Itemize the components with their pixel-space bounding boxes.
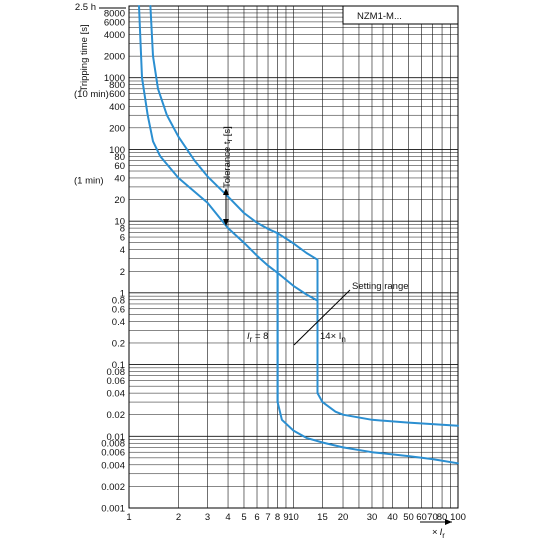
- x-tick-label: 100: [450, 512, 466, 523]
- x-tick-label: 5: [241, 512, 246, 523]
- tolerance-arrowhead-top: [223, 188, 229, 195]
- x-tick-label: 40: [387, 512, 398, 523]
- chart-title: NZM1-M...: [357, 11, 402, 22]
- y-tick-label: 0.02: [107, 410, 126, 421]
- x-tick-label: 50: [403, 512, 414, 523]
- x-tick-label: 2: [176, 512, 181, 523]
- y-tick-label: 0.2: [112, 338, 125, 349]
- y-tick-label: 10: [114, 217, 125, 228]
- x-tick-label: 20: [338, 512, 349, 523]
- y-tick-label: 200: [109, 123, 125, 134]
- y-tick-label: 800: [109, 80, 125, 91]
- y-tick-label: 0.01: [107, 432, 126, 443]
- y-tick-label: 0.004: [101, 460, 125, 471]
- y-side-label-1min: (1 min): [74, 175, 104, 186]
- y-tick-label: 8000: [104, 8, 125, 19]
- y-tick-label: 400: [109, 102, 125, 113]
- y-tick-label: 40: [114, 173, 125, 184]
- y-tick-label: 0.006: [101, 448, 125, 459]
- x-tick-label: 1: [126, 512, 131, 523]
- x-tick-label: 4: [225, 512, 230, 523]
- title-box: [342, 5, 459, 25]
- x-axis-label: × Ir: [432, 527, 445, 540]
- x-tick-label: 30: [367, 512, 378, 523]
- y-tick-label: 600: [109, 89, 125, 100]
- x-tick-label: 70: [427, 512, 438, 523]
- x-tick-label: 6: [254, 512, 259, 523]
- y-tick-label: 4: [120, 245, 125, 256]
- y-tick-label: 0.4: [112, 317, 125, 328]
- curves: [138, 5, 459, 465]
- y-tick-label: 6000: [104, 17, 125, 28]
- y-side-label-10min: (10 min): [74, 89, 109, 100]
- y-tick-label: 0.06: [107, 376, 126, 387]
- in-setting-label: 14× In: [320, 331, 346, 344]
- x-axis-arrowhead: [445, 519, 452, 525]
- y-tick-label: 0.002: [101, 482, 125, 493]
- trip-curve-3: [276, 232, 459, 465]
- y-tick-label: 2: [120, 267, 125, 278]
- y-top-label: 2.5 h: [75, 2, 96, 13]
- x-tick-label: 7: [265, 512, 270, 523]
- y-tick-label: 0.8: [112, 295, 125, 306]
- y-tick-label: 0.6: [112, 304, 125, 315]
- y-tick-label: 1000: [104, 73, 125, 84]
- y-tick-label: 0.1: [112, 360, 125, 371]
- y-tick-label: 4000: [104, 30, 125, 41]
- tolerance-label: Tolerance tr [s]: [222, 126, 234, 188]
- y-tick-label: 1: [120, 288, 125, 299]
- grid-lines: [129, 6, 458, 508]
- y-tick-label: 0.08: [107, 367, 126, 378]
- x-tick-label: 10: [288, 512, 299, 523]
- x-tick-label: 60: [416, 512, 427, 523]
- y-tick-label: 2000: [104, 52, 125, 63]
- y-tick-label: 0.001: [101, 504, 125, 515]
- y-tick-label: 100: [109, 145, 125, 156]
- x-tick-label: 9: [283, 512, 288, 523]
- y-tick-label: 8: [120, 224, 125, 235]
- trip-curve-1: [138, 5, 459, 427]
- x-tick-label: 15: [317, 512, 328, 523]
- x-tick-label: 80: [437, 512, 448, 523]
- trip-curve-2: [149, 5, 319, 395]
- x-tick-label: 8: [275, 512, 280, 523]
- y-tick-label: 60: [114, 161, 125, 172]
- y-tick-label: 6: [120, 233, 125, 244]
- y-tick-label: 0.04: [107, 389, 126, 400]
- setting-range-label: Setting range: [352, 281, 409, 292]
- y-tick-label: 20: [114, 195, 125, 206]
- y-tick-label: 0.008: [101, 439, 125, 450]
- y-axis-label: Tripping time [s]: [79, 24, 90, 91]
- tolerance-arrowhead-bottom: [223, 219, 229, 226]
- ir-setting-label: Ir = 8: [247, 331, 268, 344]
- setting-range-leader: [293, 289, 351, 346]
- x-tick-label: 3: [205, 512, 210, 523]
- y-tick-label: 80: [114, 152, 125, 163]
